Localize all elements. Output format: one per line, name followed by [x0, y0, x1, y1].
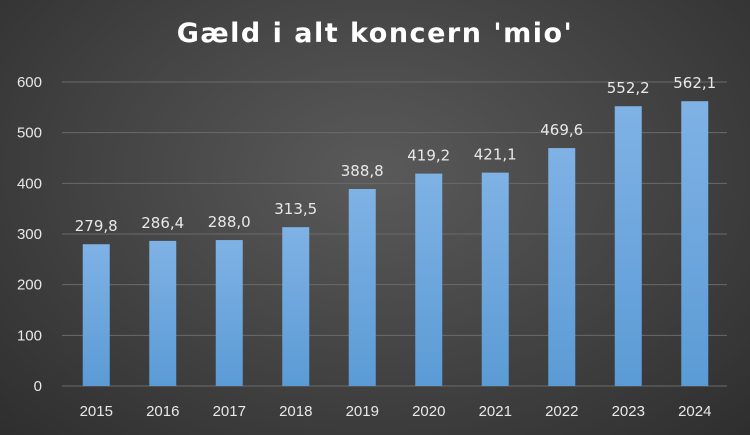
chart-title: Gæld i alt koncern 'mio' [176, 18, 574, 49]
x-tick-label-2021: 2021 [479, 403, 512, 420]
y-tick-label: 600 [17, 74, 42, 91]
y-tick-label: 500 [17, 125, 42, 142]
x-tick-label-2020: 2020 [412, 403, 445, 420]
bar-2018 [282, 227, 310, 386]
data-label-2022: 469,6 [540, 121, 583, 139]
data-label-2015: 279,8 [75, 217, 118, 235]
x-tick-label-2023: 2023 [612, 403, 645, 420]
data-label-2017: 288,0 [208, 213, 251, 231]
bar-2015 [82, 244, 110, 386]
bars [82, 101, 709, 387]
x-tick-label-2016: 2016 [146, 403, 179, 420]
data-label-2018: 313,5 [274, 200, 317, 218]
x-axis-ticks: 2015 2016 2017 2018 2019 2020 2021 2022 2023 2024 [80, 403, 712, 420]
bar-2023 [614, 106, 642, 387]
x-tick-label-2022: 2022 [545, 403, 578, 420]
bar-2020 [415, 173, 443, 386]
x-tick-label-2024: 2024 [678, 403, 711, 420]
bar-2017 [215, 240, 243, 386]
data-label-2021: 421,1 [474, 146, 517, 164]
data-label-2020: 419,2 [407, 147, 450, 165]
y-tick-label: 400 [17, 175, 42, 192]
data-label-2016: 286,4 [141, 214, 184, 232]
bar-2016 [149, 240, 177, 386]
bar-2021 [481, 172, 509, 386]
x-tick-label-2018: 2018 [279, 403, 312, 420]
x-tick-label-2015: 2015 [80, 403, 113, 420]
y-axis-ticks: 0 100 200 300 400 500 600 [17, 74, 42, 395]
bar-2019 [348, 189, 376, 386]
bar-2024 [681, 101, 709, 386]
data-label-2024: 562,1 [673, 74, 716, 92]
data-label-2023: 552,2 [607, 79, 650, 97]
y-tick-label: 200 [17, 277, 42, 294]
bar-2022 [548, 148, 576, 386]
y-tick-label: 300 [17, 226, 42, 243]
y-tick-label: 100 [17, 327, 42, 344]
data-label-2019: 388,8 [341, 162, 384, 180]
y-tick-label: 0 [34, 378, 42, 395]
data-labels: 279,8 286,4 288,0 313,5 388,8 419,2 421,1 469,6… [75, 74, 716, 235]
x-tick-label-2019: 2019 [346, 403, 379, 420]
x-tick-label-2017: 2017 [213, 403, 246, 420]
